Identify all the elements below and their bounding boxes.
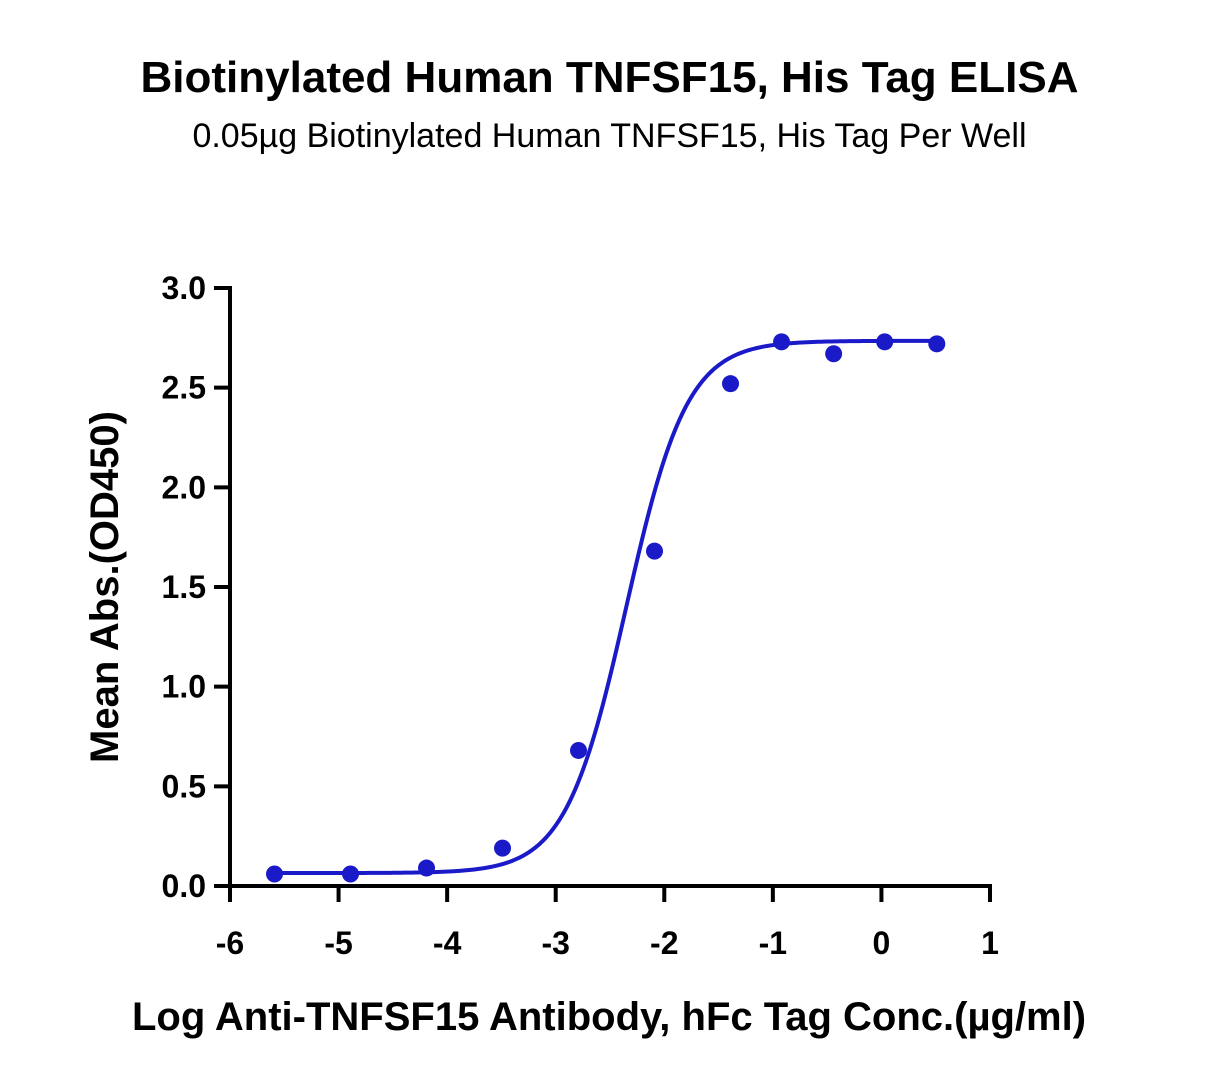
data-point — [342, 865, 360, 883]
data-point — [418, 859, 436, 877]
x-tick-label: -2 — [650, 925, 678, 961]
y-axis-label: Mean Abs.(OD450) — [83, 411, 127, 763]
x-tick-label: 1 — [981, 925, 999, 961]
x-tick-label: -6 — [216, 925, 244, 961]
data-point — [825, 345, 843, 363]
chart-title: Biotinylated Human TNFSF15, His Tag ELIS… — [140, 53, 1079, 102]
y-tick-label: 0.5 — [162, 768, 206, 804]
y-tick-label: 3.0 — [162, 270, 206, 306]
y-tick-label: 2.0 — [162, 469, 206, 505]
data-point — [266, 865, 284, 883]
x-tick-label: -1 — [759, 925, 787, 961]
x-tick-label: -5 — [324, 925, 352, 961]
data-point — [876, 333, 894, 351]
fit-layer — [274, 338, 937, 876]
y-tick-label: 1.0 — [162, 669, 206, 705]
data-point — [773, 333, 791, 351]
x-tick-label: 0 — [873, 925, 891, 961]
x-axis-label: Log Anti-TNFSF15 Antibody, hFc Tag Conc.… — [132, 995, 1086, 1039]
y-tick-label: 2.5 — [162, 370, 206, 406]
x-tick-label: -4 — [433, 925, 462, 961]
points-layer — [266, 333, 946, 883]
data-point — [928, 335, 946, 353]
x-tick-label: -3 — [541, 925, 569, 961]
fit-curve — [274, 338, 937, 876]
data-point — [722, 375, 740, 393]
tick-labels: 0.0 0.5 1.0 1.5 2.0 2.5 3.0 -6 -5 -4 -3 -2 -1 0 1 — [162, 270, 999, 961]
y-tick-label: 0.0 — [162, 868, 206, 904]
y-tick-label: 1.5 — [162, 569, 206, 605]
data-point — [646, 542, 664, 560]
axes — [214, 286, 992, 902]
chart-subtitle: 0.05µg Biotinylated Human TNFSF15, His T… — [192, 117, 1027, 155]
data-point — [570, 741, 588, 759]
data-point — [494, 839, 512, 857]
